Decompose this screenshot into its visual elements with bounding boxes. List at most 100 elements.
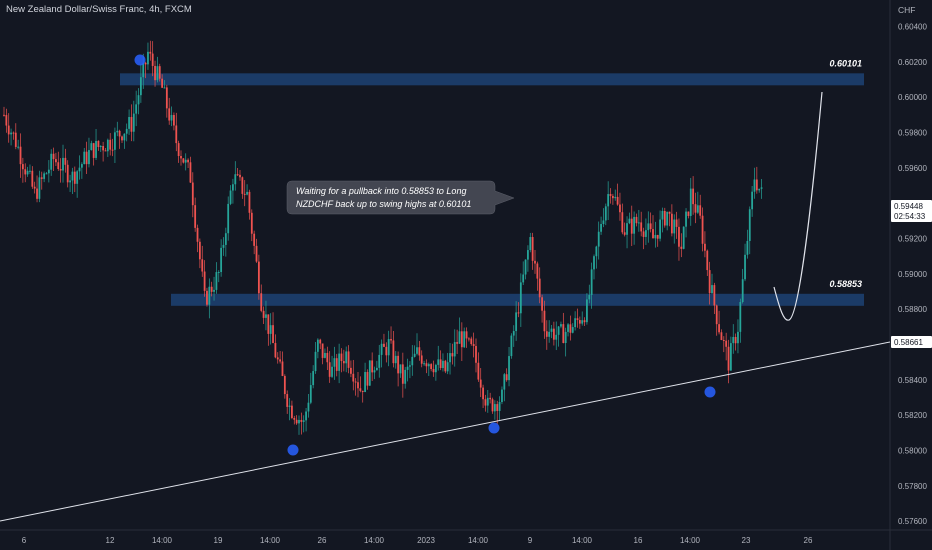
candle-down bbox=[425, 363, 428, 367]
candle-up bbox=[29, 170, 31, 172]
candle-up bbox=[486, 397, 489, 406]
candle-up bbox=[560, 324, 562, 327]
y-tick-label: 0.60000 bbox=[898, 93, 927, 102]
candle-up bbox=[95, 140, 97, 158]
candle-down bbox=[198, 241, 201, 260]
candle-down bbox=[321, 343, 324, 358]
candle-up bbox=[685, 211, 687, 227]
x-tick-label: 26 bbox=[318, 536, 327, 545]
candle-up bbox=[711, 285, 713, 294]
candle-down bbox=[118, 130, 121, 137]
candle-down bbox=[286, 394, 289, 407]
candle-down bbox=[722, 340, 725, 342]
candle-up bbox=[288, 405, 291, 407]
candle-down bbox=[439, 359, 442, 369]
candle-down bbox=[534, 260, 536, 264]
candle-down bbox=[734, 336, 737, 344]
candle-up bbox=[593, 256, 595, 270]
candle-down bbox=[151, 53, 154, 66]
candle-down bbox=[390, 339, 392, 341]
candle-down bbox=[109, 139, 112, 150]
candle-down bbox=[656, 234, 659, 239]
candle-down bbox=[552, 328, 555, 340]
candle-down bbox=[694, 204, 697, 213]
annotation-line-1: Waiting for a pullback into 0.58853 to L… bbox=[296, 186, 466, 196]
candle-down bbox=[505, 374, 508, 381]
candle-down bbox=[52, 153, 55, 160]
candle-down bbox=[541, 297, 543, 311]
candle-down bbox=[194, 205, 197, 228]
candle-up bbox=[128, 117, 130, 129]
candle-down bbox=[354, 381, 357, 383]
candle-up bbox=[409, 365, 411, 367]
candle-down bbox=[489, 397, 492, 400]
candle-up bbox=[748, 209, 751, 241]
candle-down bbox=[611, 195, 614, 199]
x-tick-label: 26 bbox=[804, 536, 813, 545]
candle-up bbox=[163, 87, 166, 89]
candle-up bbox=[512, 331, 515, 336]
candle-up bbox=[590, 269, 593, 295]
candle-down bbox=[361, 390, 364, 393]
candle-down bbox=[274, 343, 277, 358]
candle-down bbox=[187, 159, 189, 163]
candle-down bbox=[59, 168, 62, 171]
candle-up bbox=[43, 173, 46, 179]
candle-down bbox=[168, 108, 171, 121]
candle-up bbox=[529, 237, 532, 251]
candle-up bbox=[741, 279, 744, 303]
candle-down bbox=[300, 419, 303, 422]
candle-up bbox=[170, 115, 173, 121]
x-tick-label: 14:00 bbox=[260, 536, 281, 545]
candle-up bbox=[123, 133, 126, 141]
candle-down bbox=[130, 117, 133, 132]
candle-up bbox=[208, 286, 211, 305]
candle-down bbox=[357, 382, 359, 389]
candle-down bbox=[175, 125, 178, 144]
candle-down bbox=[484, 399, 487, 406]
candle-up bbox=[519, 282, 522, 314]
candle-up bbox=[116, 130, 119, 133]
candle-down bbox=[687, 211, 690, 216]
candle-up bbox=[654, 234, 657, 239]
candle-down bbox=[718, 324, 720, 333]
candle-down bbox=[713, 285, 716, 306]
candle-down bbox=[21, 164, 24, 170]
candle-down bbox=[359, 388, 362, 391]
candle-down bbox=[432, 369, 435, 373]
candle-up bbox=[449, 353, 451, 363]
candle-down bbox=[640, 222, 643, 232]
candle-down bbox=[699, 205, 702, 216]
candle-down bbox=[649, 223, 652, 230]
candle-down bbox=[40, 177, 43, 179]
candle-up bbox=[269, 325, 272, 334]
candle-up bbox=[45, 173, 48, 175]
candle-down bbox=[451, 353, 454, 357]
candle-up bbox=[732, 336, 735, 344]
candle-down bbox=[475, 346, 477, 363]
candle-up bbox=[331, 366, 333, 377]
candle-up bbox=[135, 104, 138, 114]
candle-up bbox=[446, 362, 449, 372]
candle-down bbox=[3, 114, 5, 116]
candle-down bbox=[326, 352, 329, 363]
y-tick-label: 0.59200 bbox=[898, 235, 927, 244]
candle-down bbox=[727, 346, 730, 371]
candle-up bbox=[88, 150, 90, 165]
candle-up bbox=[411, 356, 414, 366]
candle-up bbox=[132, 113, 135, 132]
candle-up bbox=[510, 335, 513, 357]
candle-down bbox=[652, 229, 654, 239]
candle-up bbox=[380, 343, 383, 355]
candle-down bbox=[460, 331, 463, 348]
candle-down bbox=[92, 143, 95, 158]
candle-up bbox=[220, 247, 223, 273]
candle-down bbox=[397, 355, 400, 374]
candle-down bbox=[725, 340, 728, 347]
candle-down bbox=[385, 346, 388, 356]
candle-up bbox=[753, 179, 756, 192]
candle-up bbox=[744, 254, 746, 280]
candle-down bbox=[295, 419, 298, 424]
candle-up bbox=[298, 419, 300, 424]
